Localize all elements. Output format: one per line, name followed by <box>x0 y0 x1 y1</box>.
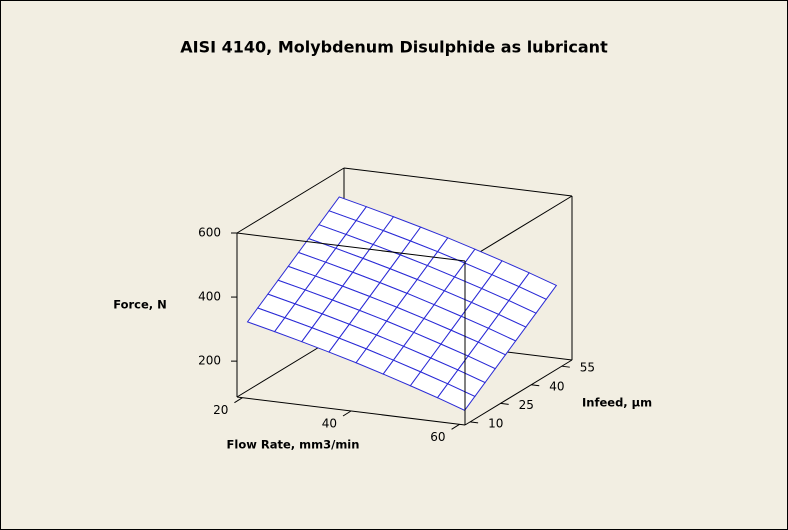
y-tick-label: 55 <box>580 361 595 375</box>
box-edge <box>236 167 345 234</box>
y-tick-label: 40 <box>549 379 564 393</box>
x-tick <box>451 423 460 430</box>
box-edge <box>236 232 466 262</box>
y-tick <box>500 402 509 405</box>
y-tick-label: 10 <box>488 416 503 430</box>
box-edge <box>464 359 573 426</box>
y-tick <box>470 421 479 424</box>
y-axis-label: Infeed, µm <box>582 396 652 410</box>
z-tick-label: 600 <box>198 226 221 240</box>
y-tick-label: 25 <box>519 398 534 412</box>
z-tick-label: 200 <box>198 354 221 368</box>
x-tick-label: 20 <box>213 403 228 417</box>
surface-cell <box>436 383 476 411</box>
x-tick <box>234 397 243 404</box>
box-edge <box>464 195 573 262</box>
z-tick-label: 400 <box>198 290 221 304</box>
chart-title: AISI 4140, Molybdenum Disulphide as lubr… <box>180 38 608 57</box>
y-tick <box>531 384 540 387</box>
x-tick <box>342 410 352 417</box>
box-edge <box>343 167 573 197</box>
y-tick <box>561 365 570 368</box>
x-axis-label: Flow Rate, mm3/min <box>227 438 360 452</box>
x-tick-label: 60 <box>430 430 445 444</box>
z-axis-label: Force, N <box>113 298 167 312</box>
x-tick-label: 40 <box>322 417 337 431</box>
